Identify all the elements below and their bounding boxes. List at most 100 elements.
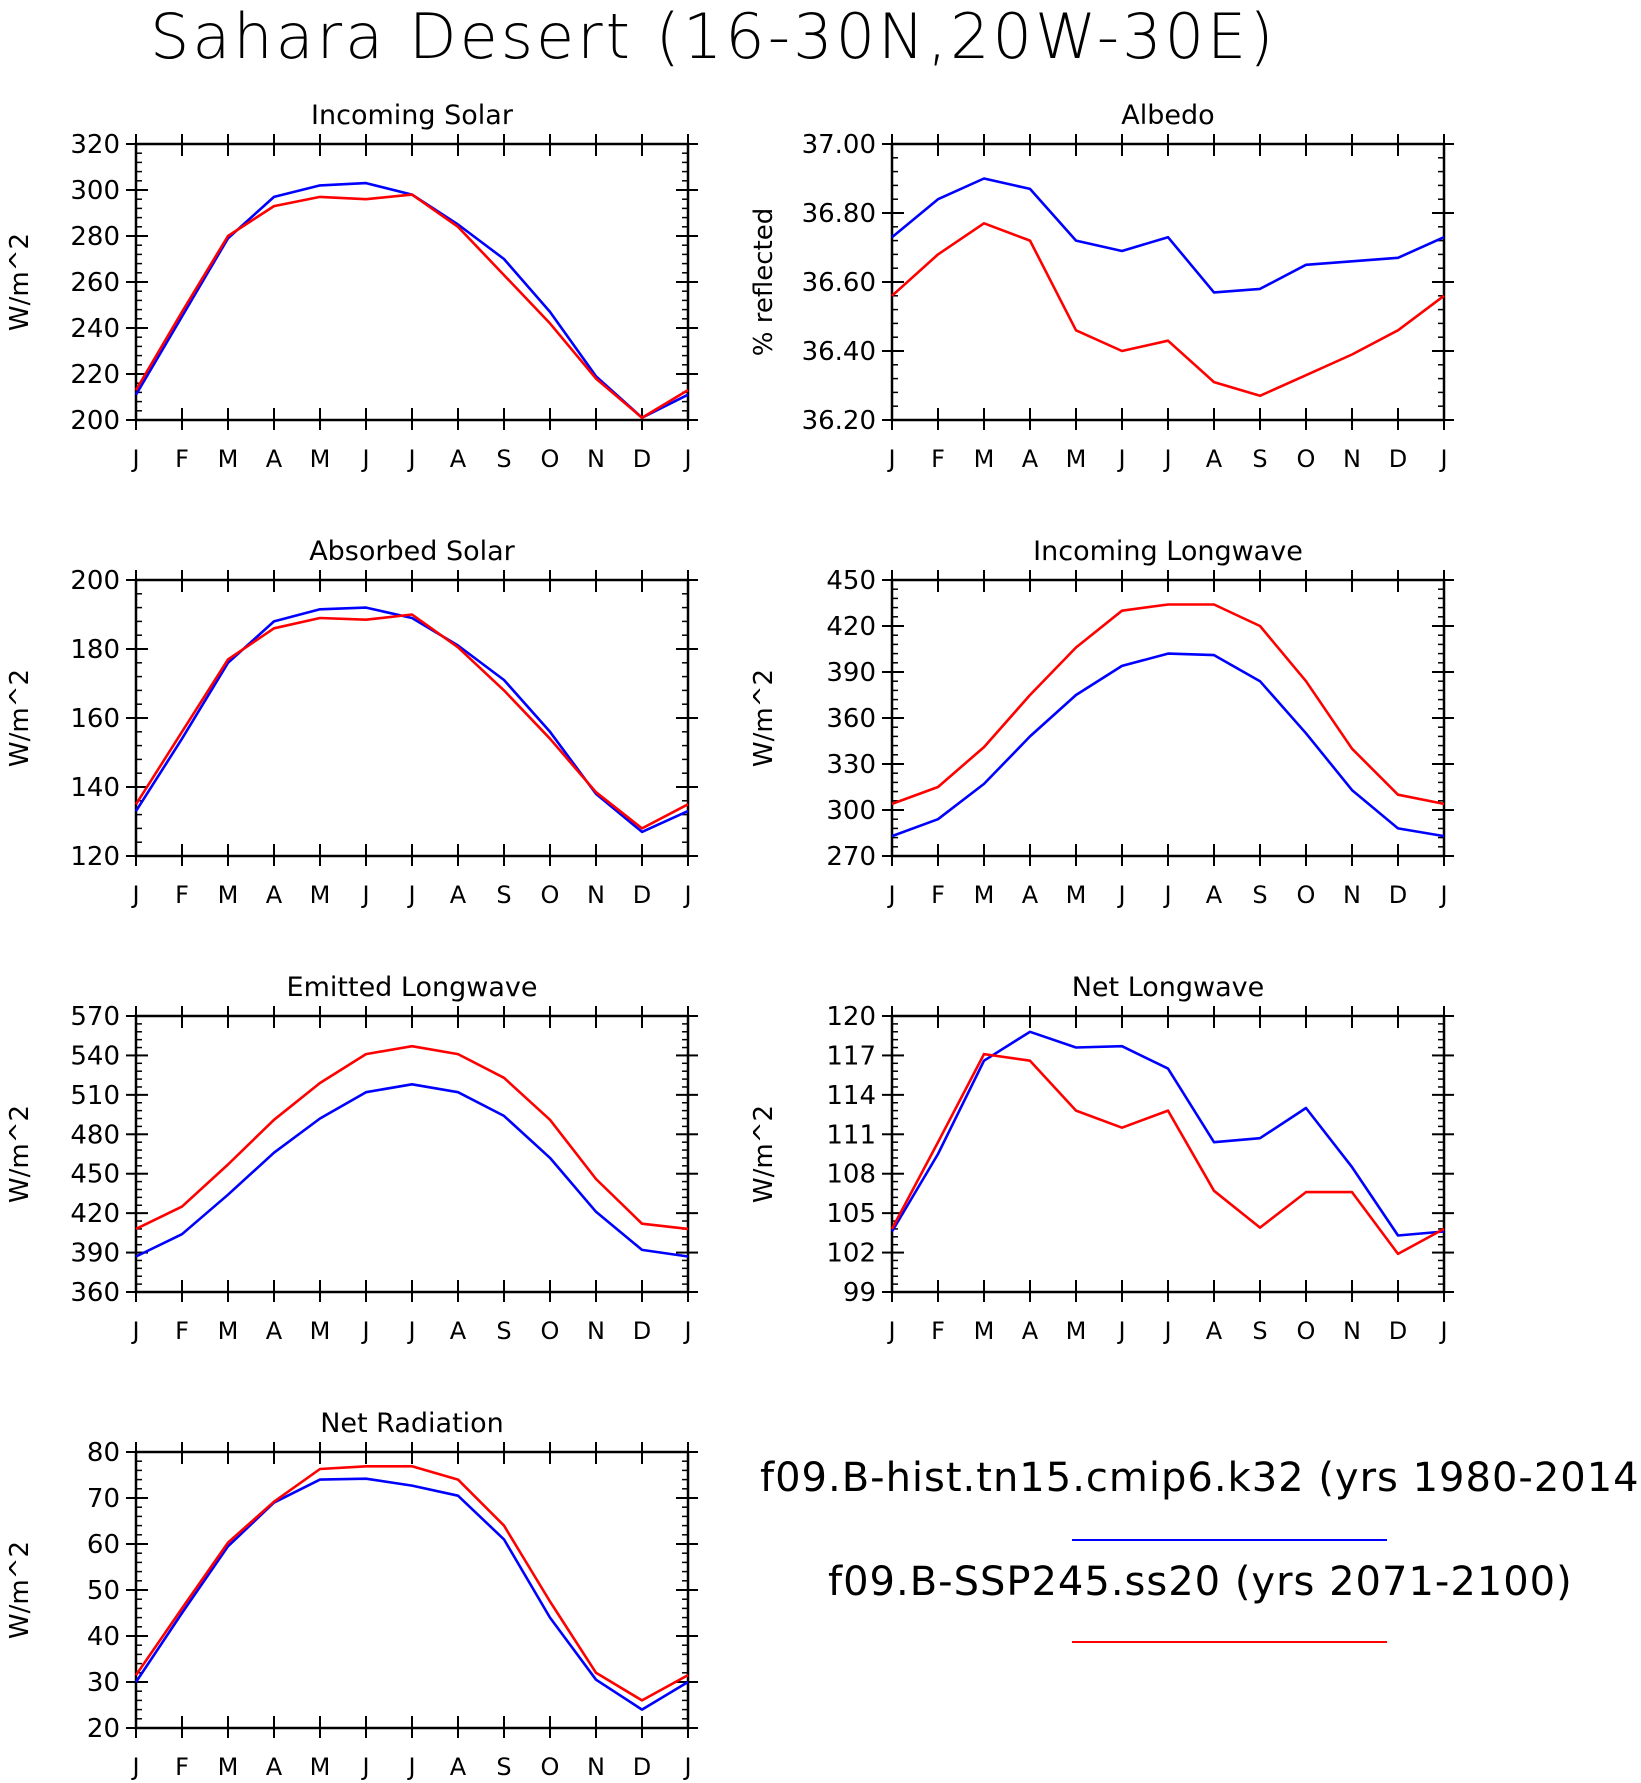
x-tick-label: O <box>541 1317 560 1345</box>
x-tick-label: S <box>496 1753 511 1781</box>
x-tick-label: M <box>310 881 331 909</box>
x-tick-label: J <box>886 881 895 909</box>
x-tick-label: O <box>1297 445 1316 473</box>
x-tick-label: F <box>175 1317 189 1345</box>
x-tick-label: J <box>406 1753 415 1781</box>
legend-line-historical <box>1072 1539 1387 1541</box>
legend-entry-historical: f09.B-hist.tn15.cmip6.k32 (yrs 1980-2014… <box>760 1455 1641 1575</box>
x-tick-label: N <box>1343 1317 1361 1345</box>
series-line-ssp245 <box>135 1044 689 1231</box>
plot-frame <box>890 1014 1446 1294</box>
legend-line-ssp245 <box>1072 1641 1387 1643</box>
panel-incoming-longwave: J F M A M J J A S O N D J270300330360390420450Incomi… <box>749 536 1454 909</box>
y-tick-label: 30 <box>87 1668 120 1698</box>
y-tick-label: 36.20 <box>802 406 876 436</box>
x-tick-label: M <box>310 1753 331 1781</box>
y-tick-label: 240 <box>70 314 120 344</box>
x-tick-label: S <box>496 1317 511 1345</box>
series-line-ssp245 <box>891 222 1445 398</box>
x-tick-label: F <box>175 881 189 909</box>
y-tick-label: 510 <box>70 1081 120 1111</box>
x-tick-label: J <box>360 1753 369 1781</box>
series-line-historical <box>134 181 689 420</box>
series-line-ssp245 <box>134 613 689 830</box>
x-tick-label: S <box>496 881 511 909</box>
x-tick-label: J <box>406 1317 415 1345</box>
x-tick-label: M <box>1066 445 1087 473</box>
panel-emitted-longwave: J F M A M J J A S O N D J360390420450480510540570Emi… <box>5 972 698 1345</box>
plot-frame <box>134 1014 690 1294</box>
x-tick-label: M <box>1066 1317 1087 1345</box>
x-tick-label: O <box>541 1753 560 1781</box>
x-tick-label: N <box>587 881 605 909</box>
x-tick-label: F <box>931 445 945 473</box>
y-tick-label: 36.60 <box>802 268 876 298</box>
y-tick-label: 390 <box>826 658 876 688</box>
y-tick-label: 280 <box>70 222 120 252</box>
x-tick-label: D <box>633 1317 651 1345</box>
x-tick-label: A <box>266 445 283 473</box>
y-tick-label: 117 <box>826 1041 876 1071</box>
panel-albedo: J F M A M J J A S O N D J36.2036.4036.6036.8037.00Al… <box>749 100 1454 473</box>
x-tick-label: J <box>682 445 691 473</box>
series-line-historical <box>891 177 1445 294</box>
y-axis-label: W/m^2 <box>5 1105 35 1203</box>
x-tick-label: M <box>974 445 995 473</box>
y-tick-label: 320 <box>70 130 120 160</box>
x-tick-label: J <box>1116 881 1125 909</box>
y-tick-label: 36.80 <box>802 199 876 229</box>
x-tick-label: J <box>130 1317 139 1345</box>
legend-entry-ssp245: f09.B-SSP245.ss20 (yrs 2071-2100) <box>760 1559 1641 1695</box>
y-tick-label: 60 <box>87 1530 120 1560</box>
x-tick-label: J <box>1438 881 1447 909</box>
x-tick-label: A <box>1022 1317 1039 1345</box>
y-tick-label: 200 <box>70 566 120 596</box>
x-tick-label: J <box>406 881 415 909</box>
y-tick-label: 160 <box>70 704 120 734</box>
x-tick-label: J <box>1162 1317 1171 1345</box>
y-axis-label: W/m^2 <box>749 669 779 767</box>
legend-label-historical: f09.B-hist.tn15.cmip6.k32 (yrs 1980-2014… <box>760 1455 1641 1501</box>
x-tick-label: S <box>496 445 511 473</box>
x-tick-label: M <box>974 1317 995 1345</box>
y-axis-label: W/m^2 <box>5 669 35 767</box>
x-tick-label: S <box>1252 1317 1267 1345</box>
x-tick-label: M <box>218 1317 239 1345</box>
x-tick-label: M <box>974 881 995 909</box>
x-tick-label: D <box>1389 881 1407 909</box>
y-tick-label: 140 <box>70 773 120 803</box>
y-tick-label: 102 <box>826 1239 876 1269</box>
x-tick-label: N <box>587 1317 605 1345</box>
x-tick-label: D <box>1389 1317 1407 1345</box>
x-tick-label: N <box>1343 445 1361 473</box>
series-line-historical <box>891 652 1445 838</box>
x-tick-label: M <box>218 1753 239 1781</box>
x-tick-label: J <box>360 445 369 473</box>
y-tick-label: 300 <box>826 796 876 826</box>
x-tick-label: A <box>450 1753 467 1781</box>
y-tick-label: 120 <box>70 842 120 872</box>
y-tick-label: 20 <box>87 1714 120 1744</box>
x-tick-label: A <box>266 881 283 909</box>
y-tick-label: 420 <box>826 612 876 642</box>
x-tick-label: M <box>310 1317 331 1345</box>
plot-frame <box>890 578 1446 858</box>
panel-title: Net Radiation <box>320 1408 504 1439</box>
series-line-ssp245 <box>134 193 689 420</box>
x-tick-label: N <box>1343 881 1361 909</box>
y-tick-label: 480 <box>70 1120 120 1150</box>
panel-title: Albedo <box>1121 100 1214 131</box>
x-tick-label: J <box>1438 445 1447 473</box>
x-tick-label: A <box>450 445 467 473</box>
y-tick-label: 80 <box>87 1438 120 1468</box>
x-tick-label: S <box>1252 881 1267 909</box>
panel-title: Absorbed Solar <box>309 536 515 567</box>
x-tick-label: F <box>175 1753 189 1781</box>
y-tick-label: 120 <box>826 1002 876 1032</box>
x-tick-label: M <box>218 881 239 909</box>
x-tick-label: A <box>1206 445 1223 473</box>
y-tick-label: 70 <box>87 1484 120 1514</box>
y-tick-label: 180 <box>70 635 120 665</box>
series-line-ssp245 <box>890 1052 1445 1256</box>
